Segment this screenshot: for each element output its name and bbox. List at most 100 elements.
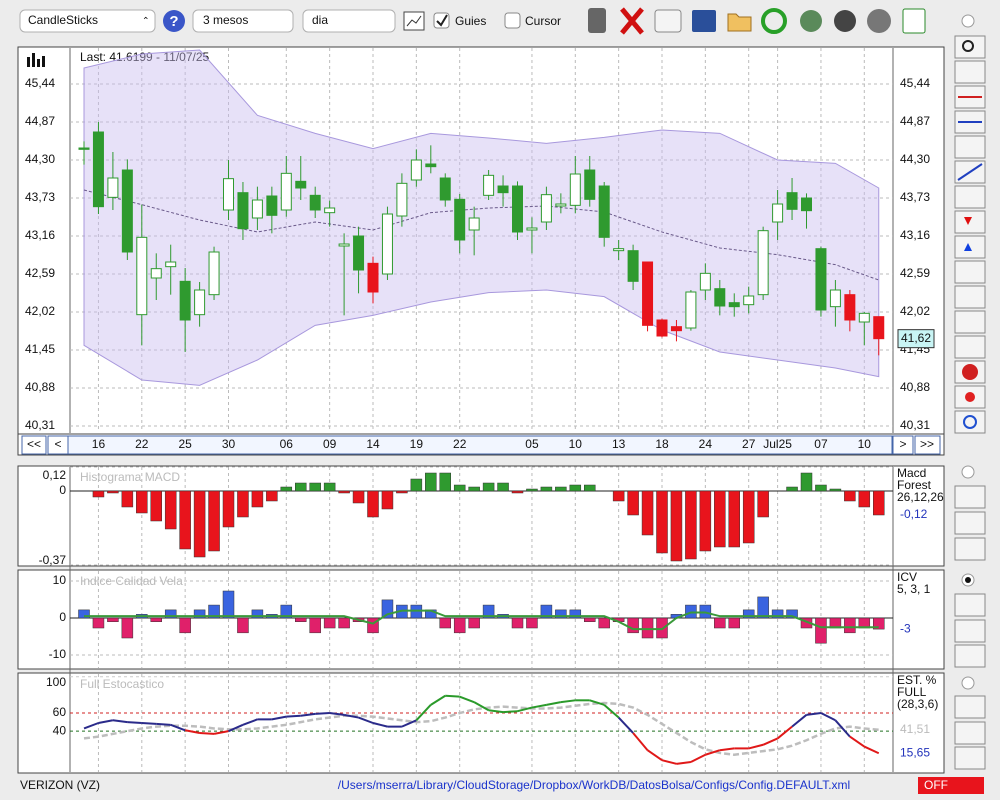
stochastic-segment — [156, 722, 171, 726]
interval-select[interactable] — [302, 9, 396, 33]
channel-button[interactable] — [954, 135, 986, 159]
candle-body — [613, 248, 625, 252]
chart-settings-icon — [406, 15, 422, 27]
period-select[interactable] — [192, 9, 294, 33]
indicator-button[interactable] — [954, 60, 986, 84]
stochastic-segment — [863, 745, 880, 755]
levels-button[interactable] — [954, 511, 986, 535]
signals-button[interactable] — [954, 695, 986, 719]
current-value: -3 — [900, 621, 911, 635]
candle-body — [150, 268, 162, 279]
candle-body — [757, 230, 769, 296]
settings-button[interactable] — [867, 9, 891, 33]
bar — [453, 617, 466, 634]
prev-button[interactable] — [47, 435, 69, 455]
stochastic-segment — [546, 701, 562, 706]
chart-type-select[interactable] — [19, 9, 156, 33]
candle-body — [468, 217, 480, 231]
candle-body — [815, 248, 827, 311]
signals-button[interactable] — [954, 260, 986, 284]
range-button[interactable] — [954, 310, 986, 334]
radio-button[interactable] — [961, 14, 975, 28]
bar — [78, 609, 90, 619]
candle-body — [381, 213, 393, 275]
stochastic-segment — [776, 725, 793, 740]
update-button[interactable] — [800, 10, 822, 32]
stochastic-segment — [762, 737, 779, 746]
bar — [641, 617, 654, 639]
stochastic-segment — [329, 712, 345, 716]
next-button[interactable] — [892, 435, 914, 455]
candle-body — [656, 319, 668, 337]
open-button[interactable] — [727, 13, 752, 32]
percent-button[interactable] — [954, 335, 986, 359]
y-tick-label: 0 — [59, 610, 66, 624]
bar — [656, 490, 668, 554]
bar — [829, 488, 842, 492]
refresh-button[interactable] — [761, 8, 787, 34]
currency-button[interactable] — [834, 10, 856, 32]
y-tick-label: 42,02 — [25, 304, 55, 318]
candle-body — [251, 199, 263, 219]
bar — [208, 490, 220, 552]
signals-button[interactable] — [954, 593, 986, 617]
bar — [107, 490, 119, 494]
stochastic-segment — [560, 699, 576, 704]
signal-line — [83, 701, 879, 757]
bar — [309, 482, 321, 492]
last-value-label: 41,62 — [901, 331, 931, 345]
last-button[interactable] — [914, 435, 941, 455]
bar — [396, 490, 408, 494]
cross-button[interactable] — [954, 746, 986, 770]
stochastic-segment — [98, 719, 114, 724]
first-button[interactable] — [21, 435, 47, 455]
panel-label: (28,3,6) — [897, 697, 938, 711]
candle-body — [540, 194, 552, 223]
delete-button[interactable] — [588, 8, 606, 33]
levels-button[interactable] — [954, 619, 986, 643]
y-tick-label-right: 43,73 — [900, 190, 930, 204]
bar — [266, 490, 278, 502]
levels-button[interactable] — [954, 285, 986, 309]
x-tick-label: 27 — [742, 437, 756, 451]
bar — [309, 617, 321, 634]
stochastic-segment — [213, 730, 229, 735]
chart-type-value: CandleSticks — [28, 13, 98, 27]
candle-body — [699, 272, 711, 291]
candle-body — [280, 172, 292, 211]
candle-body — [223, 178, 234, 211]
bar — [800, 472, 813, 492]
radio-button[interactable] — [961, 465, 975, 479]
x-tick-label: 25 — [178, 437, 192, 451]
calendar-button[interactable] — [902, 8, 926, 34]
y-tick-label-right: 42,59 — [900, 266, 930, 280]
print-button[interactable] — [654, 9, 682, 33]
candle-body — [584, 169, 596, 200]
status-badge[interactable] — [918, 777, 984, 794]
y-tick-label: 40 — [53, 723, 67, 737]
y-tick-label: 45,44 — [25, 76, 55, 90]
bar — [815, 484, 827, 492]
x-tick-label: 06 — [280, 437, 294, 451]
cursor-checkbox[interactable] — [504, 12, 521, 29]
bar — [439, 617, 451, 629]
zoom-button[interactable] — [954, 35, 986, 59]
fan-button[interactable] — [954, 185, 986, 209]
levels-button[interactable] — [954, 721, 986, 745]
close-button[interactable] — [620, 7, 644, 35]
sell-button[interactable] — [954, 210, 986, 234]
stochastic-segment — [834, 719, 851, 738]
sync-button[interactable] — [954, 410, 986, 434]
cross-button[interactable] — [954, 537, 986, 561]
config-path[interactable]: /Users/mserra/Library/CloudStorage/Dropb… — [338, 778, 850, 792]
cross-button[interactable] — [954, 644, 986, 668]
save-button[interactable] — [692, 10, 716, 32]
stochastic-segment — [705, 749, 721, 756]
radio-button[interactable] — [961, 676, 975, 690]
candle-body — [121, 169, 133, 253]
last-value-box — [897, 329, 935, 349]
main-panel — [17, 46, 945, 456]
help-button[interactable] — [163, 10, 185, 32]
bar — [237, 490, 249, 518]
signals-button[interactable] — [954, 485, 986, 509]
